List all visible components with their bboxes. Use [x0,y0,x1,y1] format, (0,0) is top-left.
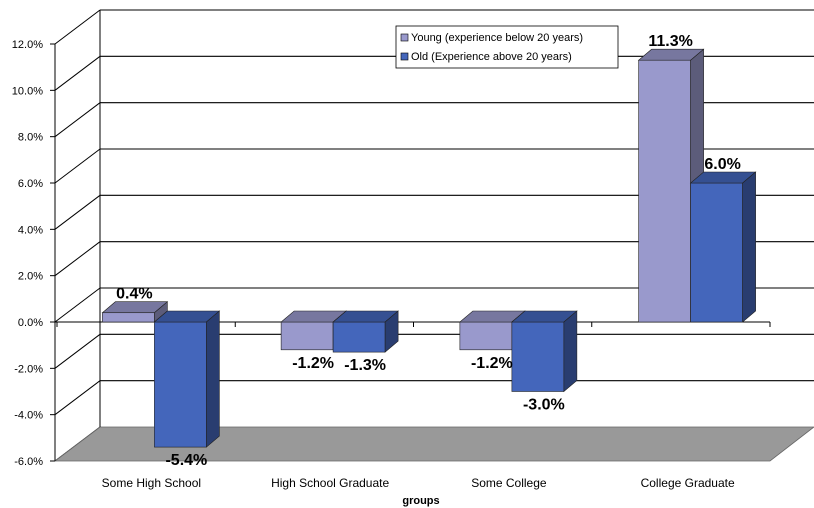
bars [101,48,757,448]
y-tick-label: -4.0% [14,410,43,422]
data-label: -3.0% [523,397,565,414]
data-label: -1.2% [292,355,334,372]
data-labels: 0.4% -5.4% -1.2% -1.3% -1.2% -3.0% 11.3% 6.0% [116,33,741,469]
x-tick-label: Some College [471,476,547,490]
bar [689,171,757,323]
wall-connector [54,241,101,277]
bar [332,310,399,353]
floor-plane [53,426,814,462]
wall-connector [54,380,101,416]
y-tick-label: -6.0% [14,456,43,468]
data-label: -1.3% [344,357,386,374]
bar [101,301,169,323]
bar-front [459,321,513,351]
legend-label-young: Young (experience below 20 years) [411,32,583,44]
x-tick-label: High School Graduate [271,476,389,490]
y-axis: -6.0% -4.0% -2.0% 0.0% 2.0% 4.0% 6.0% 8.0% 10.0%… [12,10,771,468]
bar-front [280,321,334,351]
bar [511,310,578,393]
wall-connector [54,102,101,138]
y-tick-label: 4.0% [18,224,43,236]
bar-side [742,171,756,323]
x-tick-label: College Graduate [641,476,735,490]
wall-connector [54,55,101,91]
wall-connector [54,287,101,323]
wall-connector [54,333,101,369]
x-tick-label: Some High School [102,476,201,490]
bar-front [638,59,691,323]
y-tick-label: 8.0% [18,132,43,144]
data-label: -1.2% [471,355,513,372]
y-tick-label: 0.0% [18,317,43,329]
bar-front [332,321,386,353]
y-tick-label: 12.0% [12,39,43,51]
bar-side [384,310,399,353]
legend-box [395,25,619,69]
bar-front [690,182,743,323]
y-tick-label: 10.0% [12,85,43,97]
bar-side [563,310,578,393]
data-label: 0.4% [116,286,152,303]
data-label: 11.3% [648,33,692,50]
legend-swatch-old [400,52,409,61]
bar-front [102,312,155,323]
y-tick-label: -2.0% [14,363,43,375]
wall-connector [54,9,101,45]
legend-label-old: Old (Experience above 20 years) [411,51,572,63]
legend: Young (experience below 20 years) Old (E… [395,25,619,69]
bar-side [206,310,220,448]
y-tick-label: 6.0% [18,178,43,190]
x-axis: Some High School High School Graduate Some… [102,476,735,490]
data-label: -5.4% [165,452,207,469]
wall-connector [54,148,101,184]
bar [153,310,221,448]
y-tick-label: 2.0% [18,271,43,283]
x-axis-title: groups [402,495,439,507]
wall-connector [54,194,101,230]
chart-floor [53,426,814,462]
bar-front [154,321,207,448]
bar-front [511,321,565,392]
data-label: 6.0% [704,156,740,173]
legend-swatch-young [400,33,409,42]
